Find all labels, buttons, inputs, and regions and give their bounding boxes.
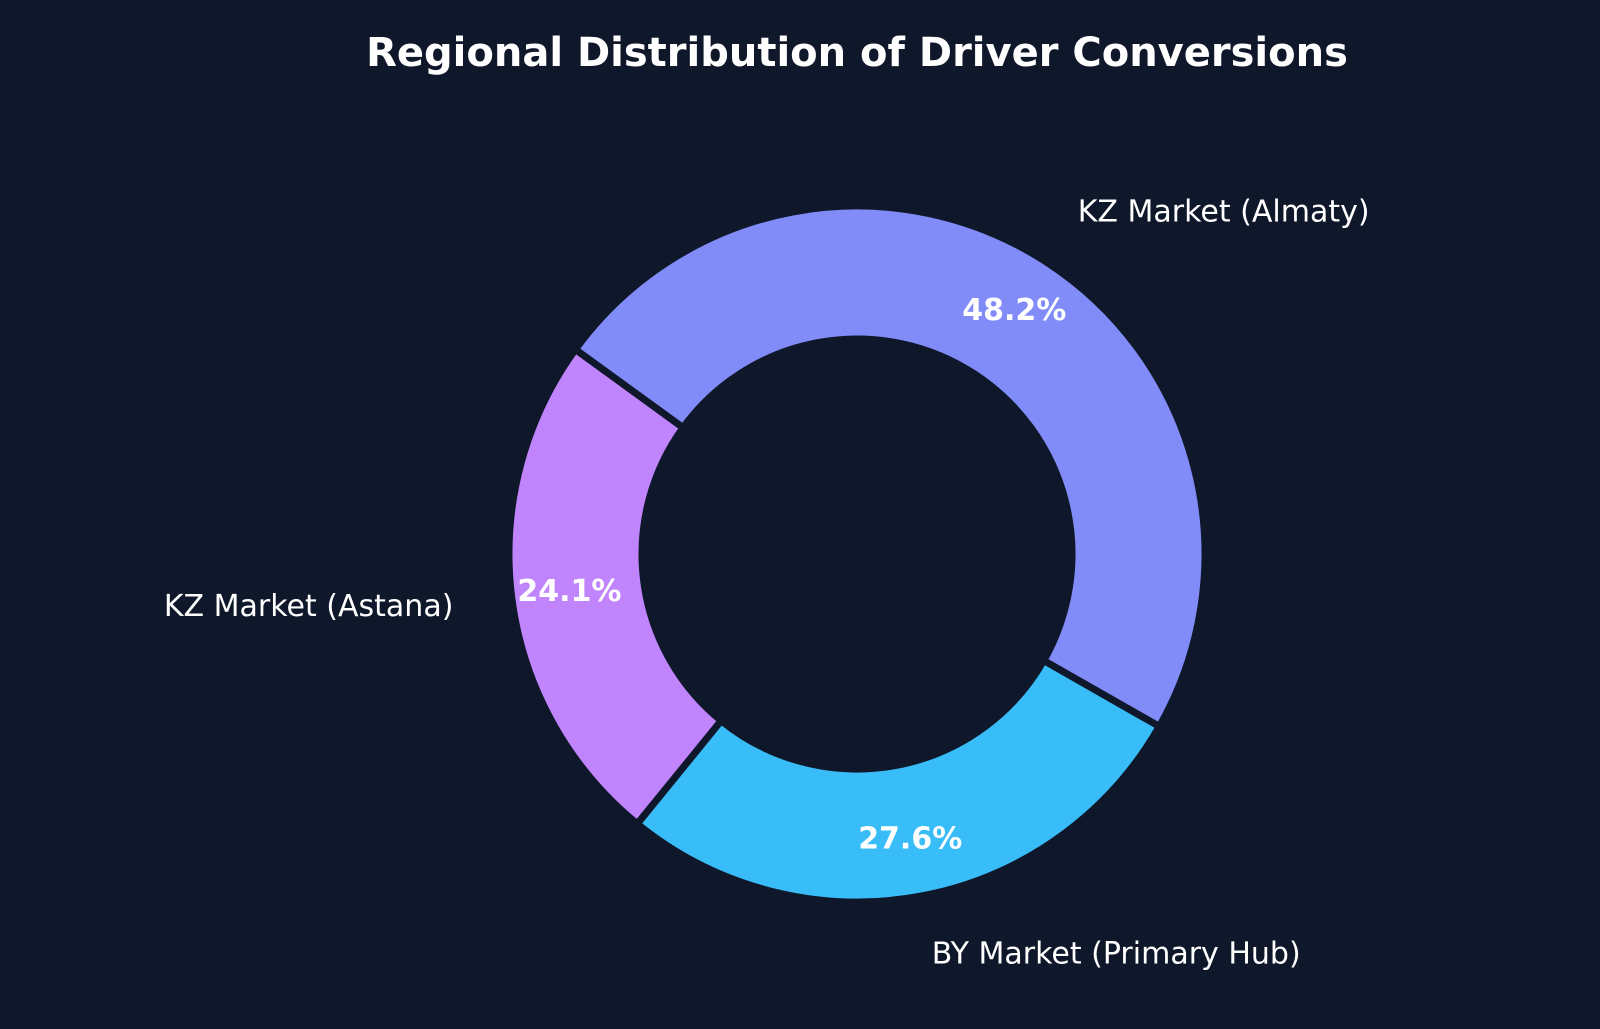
percent-label-kz-market-almaty: 48.2% [962,293,1066,328]
category-label-kz-market-astana: KZ Market (Astana) [164,589,454,624]
donut-slices [505,202,1209,906]
percent-label-kz-market-astana: 24.1% [517,574,621,609]
chart-title: Regional Distribution of Driver Conversi… [366,30,1348,76]
slice-kz-market-astana [505,344,727,829]
slice-labels: 24.1% KZ Market (Astana) 27.6% BY Market (P… [164,195,1370,972]
slice-by-market-primary-hub [632,655,1165,906]
slice-kz-market-almaty [570,202,1209,732]
percent-label-by-market-primary-hub: 27.6% [858,822,962,857]
category-label-by-market-primary-hub: BY Market (Primary Hub) [932,937,1301,972]
category-label-kz-market-almaty: KZ Market (Almaty) [1078,195,1370,230]
